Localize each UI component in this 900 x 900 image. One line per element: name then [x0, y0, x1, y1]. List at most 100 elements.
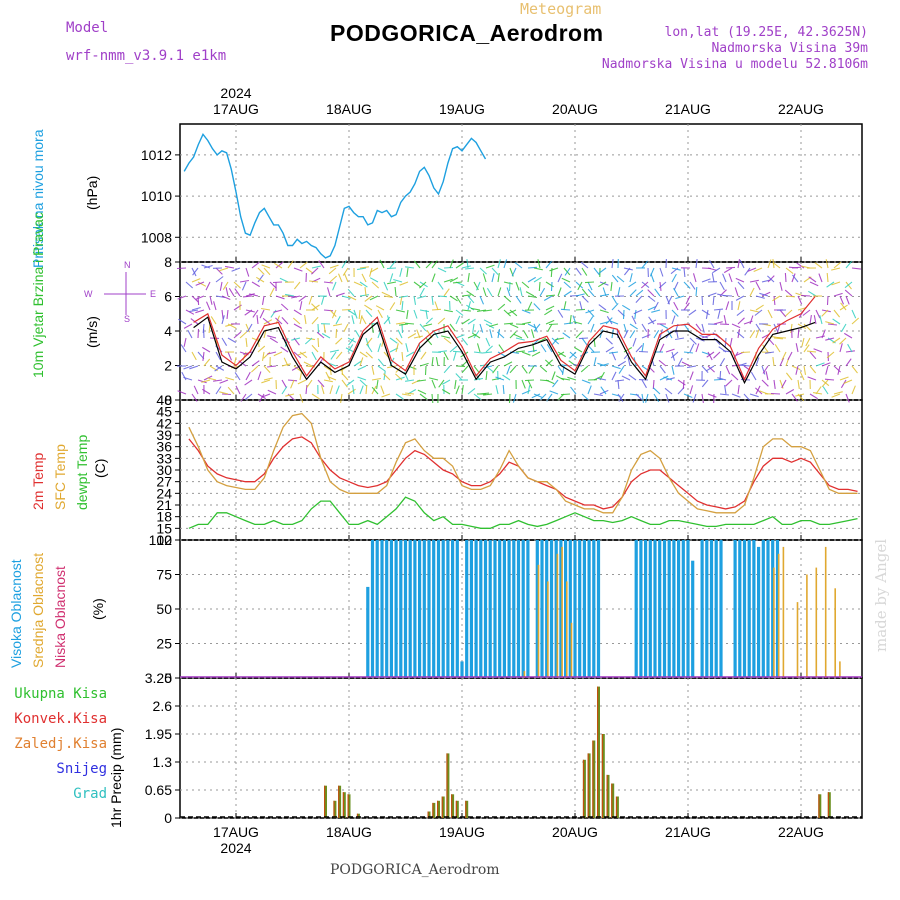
precip-bar — [324, 785, 327, 818]
wind-arrow — [467, 387, 476, 395]
cloud-bar — [523, 671, 526, 678]
precip-bar — [592, 740, 596, 818]
wind-arrow — [284, 337, 289, 347]
cloud-bar — [460, 661, 464, 678]
temp-tick-label: 36 — [156, 439, 172, 455]
wind-arrow — [335, 292, 345, 297]
cloud-bar — [483, 540, 488, 678]
wind-arrow — [251, 365, 259, 373]
precip-bar — [441, 796, 445, 818]
wind-arrow — [839, 337, 847, 345]
wind-speed-line — [193, 296, 816, 381]
wind-arrow — [773, 337, 784, 340]
wind-arrow — [233, 281, 241, 289]
wind-arrow — [359, 385, 364, 395]
wind-arrow — [683, 267, 686, 278]
wind-arrow — [759, 292, 769, 297]
wind-arrow — [257, 274, 264, 283]
wind-arrow — [452, 350, 463, 353]
wind-arrow — [257, 345, 266, 353]
wind-arrow — [533, 276, 542, 283]
wind-arrow — [503, 295, 512, 303]
wind-arrow — [386, 315, 391, 325]
temp-tick-label: 45 — [156, 404, 172, 420]
convective-precip-bar — [465, 800, 467, 818]
wind-arrow — [845, 260, 853, 269]
wind-arrow — [261, 351, 265, 361]
wind-arrow — [563, 281, 572, 289]
cloud-bar — [761, 540, 765, 678]
wind-arrow — [275, 261, 284, 269]
wind-arrow — [833, 391, 843, 395]
wind-arrow — [659, 375, 669, 381]
wind-arrow — [762, 365, 769, 374]
wind-arrow — [331, 309, 337, 319]
wind-arrow — [617, 379, 620, 390]
wind-arrow — [394, 286, 397, 297]
precip-bar — [437, 800, 440, 818]
legend-hail: Grad — [73, 786, 107, 802]
cloud-bar — [662, 540, 667, 678]
wind-arrow — [543, 295, 553, 301]
convective-precip-bar — [587, 753, 589, 818]
wind-arrow — [467, 301, 472, 311]
wind-arrow — [755, 295, 765, 299]
wind-arrow — [256, 315, 259, 325]
cloud-bar — [773, 567, 775, 678]
wind-arrow — [569, 315, 572, 325]
wind-arrow — [826, 272, 829, 283]
wind-arrow — [611, 365, 621, 370]
wind-arrow — [564, 267, 571, 276]
precip-bar — [446, 753, 450, 818]
wind-arrow — [737, 362, 747, 367]
wind-arrow — [803, 323, 811, 331]
cloud-bar — [549, 540, 554, 678]
wind-arrow — [808, 276, 817, 283]
wind-arrow — [531, 351, 541, 357]
wind-arrow — [341, 295, 351, 299]
bottom-day-label: 19AUG — [439, 824, 485, 840]
wind-arrow — [648, 316, 655, 325]
wind-arrow — [557, 309, 564, 318]
wind-arrow — [514, 261, 523, 269]
wind-arrow — [261, 295, 265, 305]
wind-arrow — [437, 295, 448, 298]
wind-arrow — [701, 309, 710, 316]
wind-arrow — [419, 362, 429, 367]
wind-arrow — [431, 260, 438, 269]
wind-arrow — [755, 304, 764, 311]
wind-arrow — [225, 376, 235, 381]
wind-arrow — [560, 308, 571, 311]
wind-arrow — [335, 337, 343, 345]
wind-arrow — [419, 281, 427, 289]
wind-arrow — [725, 301, 730, 311]
wind-arrow — [579, 301, 583, 311]
wind-arrow — [183, 365, 193, 370]
wind-arrow — [784, 272, 787, 283]
cloud-bar — [521, 540, 525, 678]
cloud-bar — [370, 540, 375, 678]
wind-arrow — [631, 315, 637, 325]
convective-precip-bar — [324, 785, 326, 818]
wind-arrow — [722, 273, 727, 283]
wind-arrow — [399, 295, 409, 298]
cloud-bar — [686, 540, 690, 678]
wind-arrow — [292, 317, 301, 325]
wind-arrow — [785, 267, 794, 275]
cloud-bar — [648, 540, 652, 678]
wind-arrow — [473, 365, 480, 374]
wind-arrow — [177, 295, 187, 300]
wind-arrow — [473, 393, 482, 401]
convective-precip-bar — [342, 792, 344, 818]
wind-arrow — [452, 281, 463, 284]
wind-arrow — [840, 323, 847, 333]
wind-arrow — [371, 377, 381, 381]
wind-arrow — [653, 387, 661, 395]
cloud-bar — [493, 540, 497, 678]
wind-arrow — [785, 372, 793, 381]
wind-arrow — [845, 393, 850, 403]
cloud-bar — [418, 540, 422, 678]
wind-arrow — [389, 260, 397, 269]
wind-arrow — [443, 365, 451, 374]
wind-arrow — [449, 277, 459, 283]
